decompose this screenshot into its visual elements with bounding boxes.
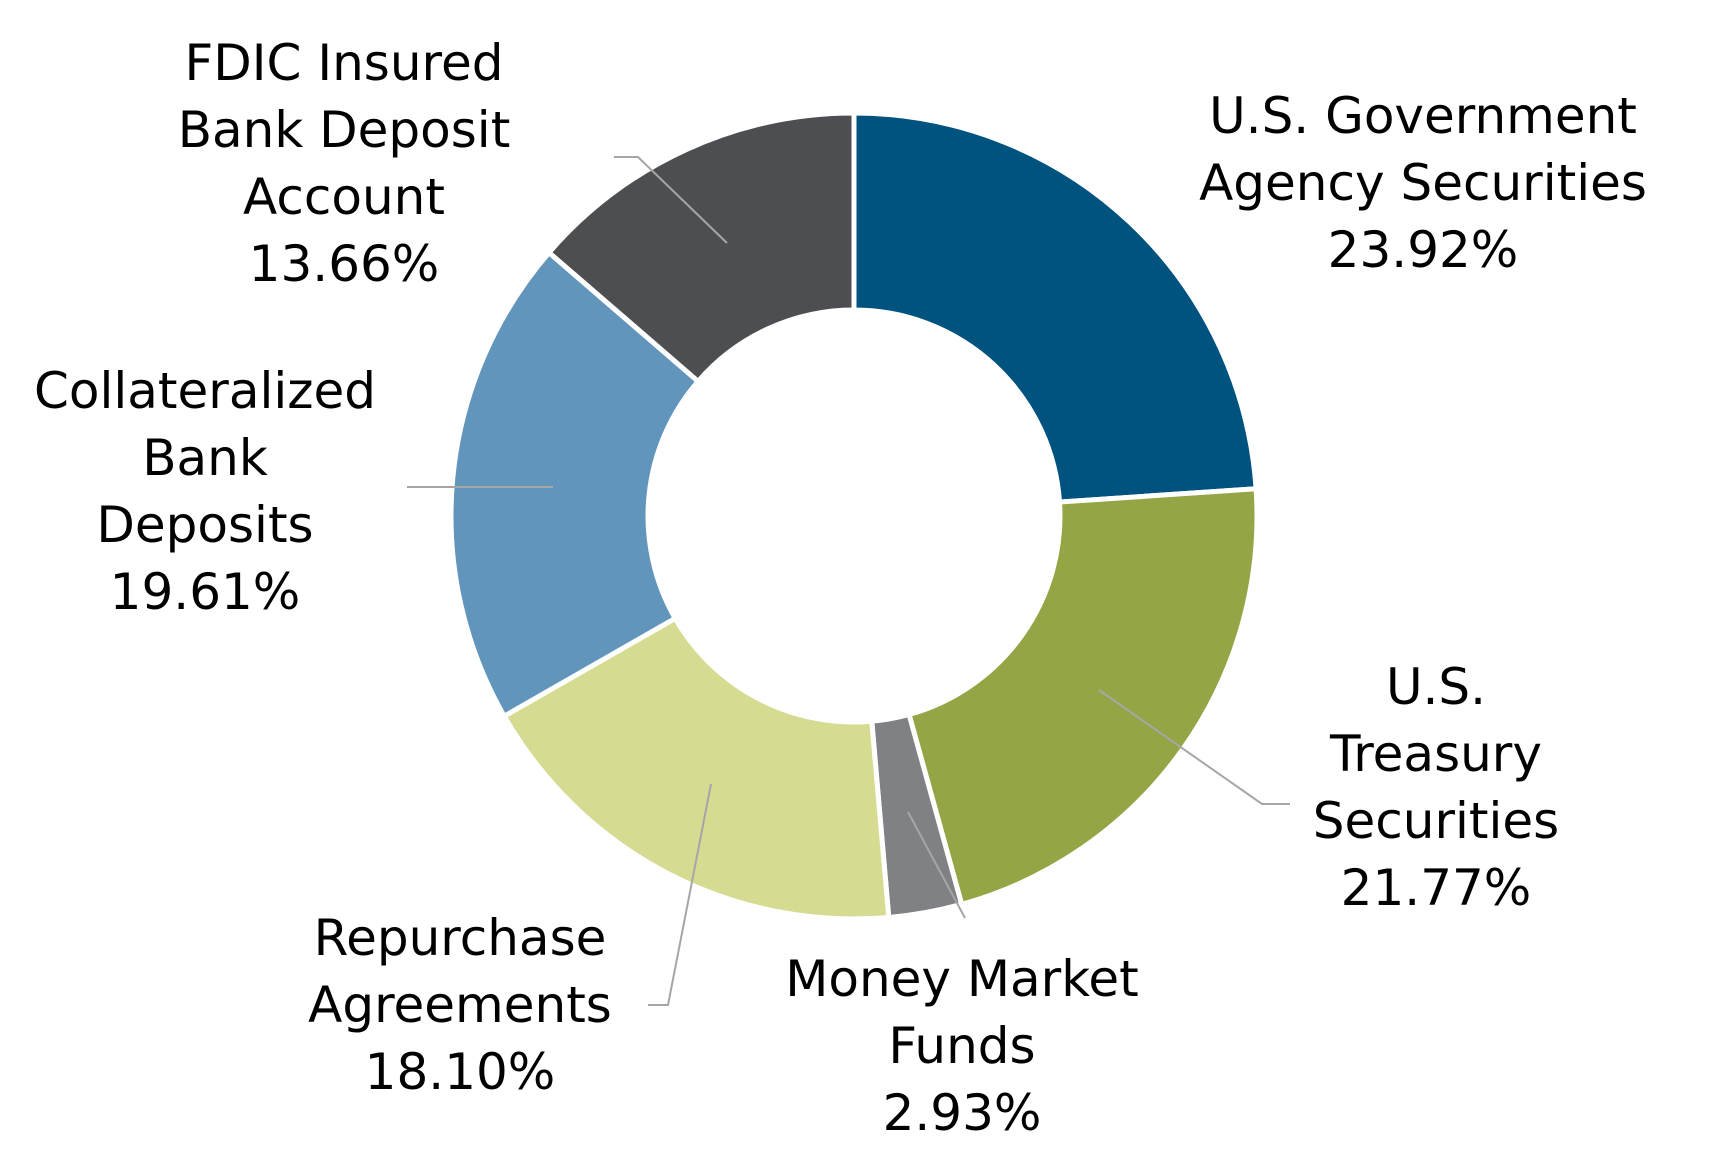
slice-value-label: 13.66% xyxy=(249,235,440,293)
slice-label-collateralized-bank-deposits: Collateralized Bank Deposits 19.61% xyxy=(34,362,376,621)
slice-name-line: Money Market xyxy=(785,950,1139,1008)
slice-labels: U.S. Government Agency Securities 23.92%U.… xyxy=(34,34,1647,1142)
slice-value-label: 2.93% xyxy=(883,1084,1042,1142)
slice-label-u-s-government-agency-securities: U.S. Government Agency Securities 23.92% xyxy=(1199,87,1647,279)
leader-line-fdic-insured-bank-deposit-account xyxy=(614,156,728,244)
donut-slices xyxy=(448,110,1260,922)
leader-lines xyxy=(407,156,1290,1006)
slice-name-line: Deposits xyxy=(96,496,313,554)
slice-fdic-insured-bank-deposit-account xyxy=(545,110,857,385)
leader-line-repurchase-agreements xyxy=(648,783,712,1006)
slice-u-s-government-agency-securities xyxy=(851,110,1259,505)
slice-collateralized-bank-deposits xyxy=(448,249,702,720)
slice-name-line: FDIC Insured xyxy=(185,34,504,92)
slice-value-label: 23.92% xyxy=(1328,221,1519,279)
slice-name-line: Funds xyxy=(888,1017,1035,1075)
slice-label-money-market-funds: Money Market Funds 2.93% xyxy=(785,950,1139,1142)
slice-name-line: Securities xyxy=(1313,792,1559,850)
slice-label-fdic-insured-bank-deposit-account: FDIC Insured Bank Deposit Account 13.66% xyxy=(178,34,511,293)
slice-repurchase-agreements xyxy=(500,614,892,922)
slice-name-line: Treasury xyxy=(1329,725,1542,783)
slice-value-label: 21.77% xyxy=(1341,859,1532,917)
slice-name-line: U.S. Government xyxy=(1209,87,1637,145)
slice-label-u-s-treasury-securities: U.S. Treasury Securities 21.77% xyxy=(1313,658,1559,917)
slice-name-line: Bank xyxy=(142,429,268,487)
slice-name-line: Agreements xyxy=(308,976,612,1034)
slice-value-label: 19.61% xyxy=(110,563,301,621)
slice-name-line: Collateralized xyxy=(34,362,376,420)
slice-name-line: Agency Securities xyxy=(1199,154,1647,212)
slice-u-s-treasury-securities xyxy=(905,486,1260,908)
leader-line-u-s-treasury-securities xyxy=(1098,689,1290,805)
slice-name-line: Bank Deposit xyxy=(178,101,511,159)
slice-name-line: Account xyxy=(243,168,445,226)
slice-name-line: Repurchase xyxy=(314,909,607,967)
slice-value-label: 18.10% xyxy=(365,1043,556,1101)
leader-line-money-market-funds xyxy=(907,811,966,919)
slice-label-repurchase-agreements: Repurchase Agreements 18.10% xyxy=(308,909,612,1101)
slice-name-line: U.S. xyxy=(1386,658,1486,716)
